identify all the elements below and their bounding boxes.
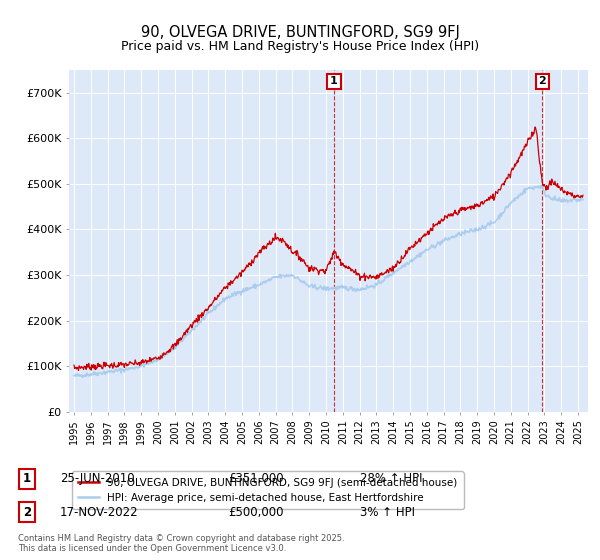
Text: £351,000: £351,000 (228, 472, 284, 486)
Text: 17-NOV-2022: 17-NOV-2022 (60, 506, 139, 519)
Text: £500,000: £500,000 (228, 506, 284, 519)
Text: 3% ↑ HPI: 3% ↑ HPI (360, 506, 415, 519)
Text: 1: 1 (23, 472, 31, 486)
Text: 2: 2 (23, 506, 31, 519)
Text: 2: 2 (538, 76, 546, 86)
Text: 1: 1 (330, 76, 338, 86)
Text: Price paid vs. HM Land Registry's House Price Index (HPI): Price paid vs. HM Land Registry's House … (121, 40, 479, 53)
Text: 25-JUN-2010: 25-JUN-2010 (60, 472, 134, 486)
Text: 28% ↑ HPI: 28% ↑ HPI (360, 472, 422, 486)
Text: Contains HM Land Registry data © Crown copyright and database right 2025.
This d: Contains HM Land Registry data © Crown c… (18, 534, 344, 553)
Legend: 90, OLVEGA DRIVE, BUNTINGFORD, SG9 9FJ (semi-detached house), HPI: Average price: 90, OLVEGA DRIVE, BUNTINGFORD, SG9 9FJ (… (71, 472, 464, 509)
Text: 90, OLVEGA DRIVE, BUNTINGFORD, SG9 9FJ: 90, OLVEGA DRIVE, BUNTINGFORD, SG9 9FJ (140, 25, 460, 40)
